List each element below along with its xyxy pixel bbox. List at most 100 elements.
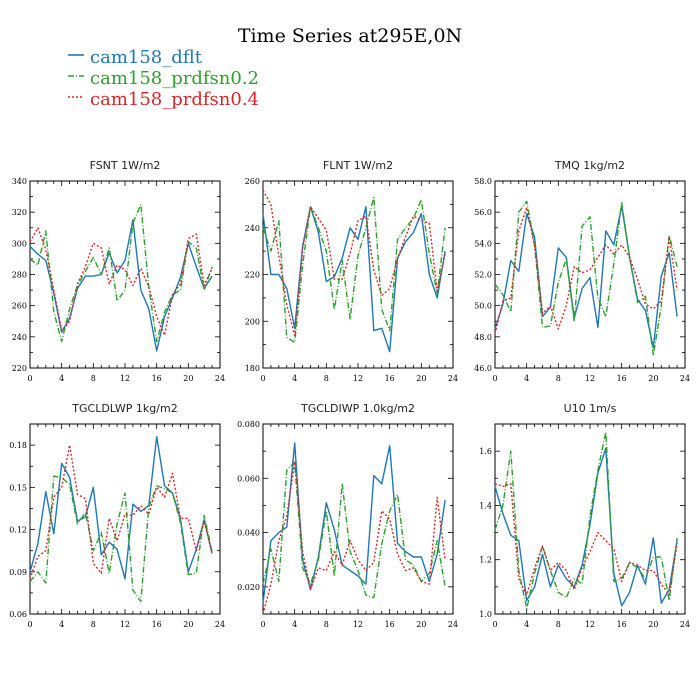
panel-grid: FSNT 1W/m20 4 8 12 16 20 242202402602803003203…	[9, 159, 690, 629]
x-tick-label: 16	[152, 374, 162, 383]
series-line-cam158_dflt	[262, 442, 446, 604]
x-tick-label: 12	[353, 374, 363, 383]
x-tick-label: 24	[448, 374, 458, 383]
y-tick-label: 240	[12, 333, 27, 342]
x-tick-label: 16	[385, 620, 395, 629]
x-tick-label: 12	[120, 620, 130, 629]
x-tick-label: 16	[617, 374, 627, 383]
x-tick-label: 24	[680, 374, 690, 383]
chart-title: U10 1m/s	[564, 402, 617, 415]
series-line-cam158_prdfsn0.4	[29, 227, 213, 336]
y-tick-label: 56.0	[474, 208, 492, 217]
series-line-cam158_dflt	[29, 219, 213, 352]
chart-panel-4: TGCLDIWP 1.0kg/m2 0 4 8 12 16 20 24 0.020 0.040 0.…	[237, 402, 458, 629]
x-tick-label: 16	[152, 620, 162, 629]
chart-panel-1: FLNT 1W/m2 0 4 8 12 16 20 24 180 200 220 240 260	[245, 159, 458, 383]
y-tick-label: 50.0	[474, 302, 492, 311]
y-tick-label: 48.0	[474, 333, 492, 342]
chart-title: TGCLDIWP 1.0kg/m2	[300, 402, 415, 415]
chart-title: FSNT 1W/m2	[90, 159, 161, 172]
series-line-cam158_prdfsn0.2	[262, 196, 446, 343]
x-tick-label: 0	[492, 374, 497, 383]
y-tick-label: 1.6	[479, 447, 492, 456]
series-line-cam158_prdfsn0.2	[29, 475, 213, 602]
x-tick-label: 8	[91, 620, 96, 629]
y-tick-label: 0.18	[9, 441, 27, 450]
series-line-cam158_dflt	[262, 205, 446, 353]
y-tick-label: 260	[12, 302, 27, 311]
x-tick-label: 12	[585, 374, 595, 383]
series-line-cam158_prdfsn0.2	[29, 203, 213, 343]
x-tick-label: 8	[91, 374, 96, 383]
legend-label-dflt: cam158_dflt	[90, 47, 203, 68]
x-tick-label: 12	[585, 620, 595, 629]
chart-panel-3: TGCLDLWP 1kg/m2 0 4 8 12 16 20 24 0.06 0.09 0.12 0.…	[9, 402, 225, 629]
x-tick-label: 8	[556, 374, 561, 383]
series-line-cam158_dflt	[494, 447, 678, 607]
plot-frame	[29, 180, 221, 369]
x-tick-label: 20	[648, 374, 658, 383]
y-tick-label: 46.0	[474, 364, 492, 373]
x-tick-label: 24	[680, 620, 690, 629]
y-tick-label: 260	[245, 177, 260, 186]
y-tick-label: 0.040	[237, 529, 260, 538]
y-tick-label: 0.09	[9, 568, 27, 577]
y-tick-label: 320	[12, 208, 27, 217]
legend-label-prdfsn04: cam158_prdfsn0.4	[90, 89, 259, 110]
legend: cam158_dflt cam158_prdfsn0.2 cam158_prdf…	[68, 47, 259, 110]
y-tick-label: 0.060	[237, 474, 260, 483]
y-tick-label: 52.0	[474, 271, 492, 280]
series-line-cam158_prdfsn0.2	[494, 200, 678, 357]
y-tick-label: 280	[12, 271, 27, 280]
y-tick-label: 300	[12, 239, 27, 248]
plot-frame	[494, 423, 686, 615]
y-tick-label: 1.0	[479, 610, 492, 619]
series-line-cam158_prdfsn0.2	[262, 461, 446, 599]
legend-label-prdfsn02: cam158_prdfsn0.2	[90, 68, 259, 89]
series-line-cam158_dflt	[494, 205, 678, 349]
y-tick-label: 0.12	[9, 526, 27, 535]
y-tick-label: 220	[245, 271, 260, 280]
y-tick-label: 0.080	[237, 420, 260, 429]
x-tick-label: 0	[260, 620, 265, 629]
series-line-cam158_prdfsn0.2	[494, 431, 678, 610]
x-tick-label: 16	[385, 374, 395, 383]
series-line-cam158_prdfsn0.4	[29, 444, 213, 580]
y-tick-label: 340	[12, 177, 27, 186]
y-tick-label: 0.06	[9, 610, 27, 619]
x-tick-label: 24	[215, 620, 225, 629]
y-tick-label: 240	[245, 224, 260, 233]
y-tick-label: 1.2	[479, 556, 492, 565]
x-tick-label: 4	[292, 620, 297, 629]
y-tick-label: 220	[12, 364, 27, 373]
x-tick-label: 4	[59, 620, 64, 629]
series-line-cam158_dflt	[29, 436, 213, 580]
x-tick-label: 8	[556, 620, 561, 629]
x-tick-label: 4	[524, 620, 529, 629]
y-tick-label: 0.15	[9, 483, 27, 492]
series-line-cam158_prdfsn0.4	[494, 483, 678, 596]
x-tick-label: 20	[648, 620, 658, 629]
x-tick-label: 20	[183, 620, 193, 629]
y-tick-label: 58.0	[474, 177, 492, 186]
x-tick-label: 8	[324, 374, 329, 383]
x-tick-label: 24	[215, 374, 225, 383]
x-tick-label: 0	[27, 374, 32, 383]
x-tick-label: 12	[120, 374, 130, 383]
chart-title: TGCLDLWP 1kg/m2	[71, 402, 177, 415]
x-tick-label: 4	[59, 374, 64, 383]
x-tick-label: 20	[183, 374, 193, 383]
y-tick-label: 180	[245, 364, 260, 373]
chart-title: TMQ 1kg/m2	[554, 159, 625, 172]
figure-title: Time Series at295E,0N	[238, 25, 462, 47]
y-tick-label: 200	[245, 317, 260, 326]
x-tick-label: 0	[27, 620, 32, 629]
chart-panel-0: FSNT 1W/m2 0 4 8 12 16 20 24 220 240 260 280 300 320 3…	[12, 159, 225, 383]
series-line-cam158_prdfsn0.4	[262, 189, 446, 336]
x-tick-label: 16	[617, 620, 627, 629]
plot-frame	[262, 423, 454, 615]
x-tick-label: 0	[260, 374, 265, 383]
x-tick-label: 20	[416, 620, 426, 629]
series-line-cam158_prdfsn0.4	[494, 206, 678, 334]
chart-panel-2: TMQ 1kg/m2 0 4 8 12 16 20 24 46.0 48.0 50.0 52.0 54.…	[474, 159, 690, 383]
